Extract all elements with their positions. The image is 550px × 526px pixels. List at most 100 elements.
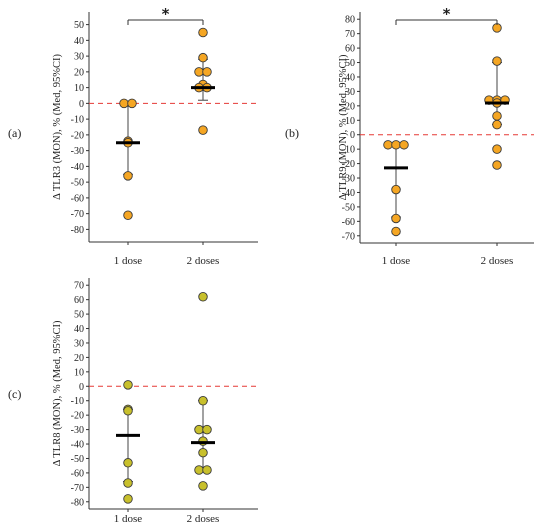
chart-panel-1: 50 40 30 20 10 0 -10 -20 -30 -40 -50 -60 -70 -80 1 dos… xyxy=(8,5,258,267)
data-point xyxy=(194,67,204,77)
y-tick-label: 40 xyxy=(74,324,84,335)
significance-star: * xyxy=(443,5,451,23)
data-point xyxy=(198,27,208,38)
data-point xyxy=(391,140,401,150)
data-point xyxy=(119,98,129,109)
significance-star: * xyxy=(162,5,170,23)
y-tick-label: 20 xyxy=(345,101,355,112)
data-point xyxy=(202,67,212,77)
y-tick-label: -30 xyxy=(71,425,84,436)
y-tick-label: 10 xyxy=(74,367,84,378)
data-point xyxy=(123,406,133,416)
data-point xyxy=(194,424,204,435)
x-tick-label: 2 doses xyxy=(187,513,220,525)
y-tick-label: -60 xyxy=(71,193,84,204)
y-tick-label: 60 xyxy=(345,44,355,55)
chart-panel-3: 70 60 50 40 30 20 10 0 -10 -20 -30 -40 -50 -60 -70 -80 1… xyxy=(8,278,258,525)
group-2 xyxy=(191,292,215,491)
data-point xyxy=(492,160,502,170)
data-point xyxy=(198,52,208,63)
y-tick-label: 40 xyxy=(345,72,355,83)
y-tick-label: 0 xyxy=(79,99,84,110)
data-point xyxy=(399,140,409,150)
x-tick-label: 2 doses xyxy=(481,255,514,267)
panel-label: (a) xyxy=(8,126,21,140)
y-tick-label: -80 xyxy=(71,225,84,236)
y-tick-label: -20 xyxy=(342,159,355,170)
y-tick-label: -20 xyxy=(71,130,84,141)
y-tick-label: 0 xyxy=(350,130,355,141)
y-tick-label: -60 xyxy=(71,468,84,479)
data-point xyxy=(127,98,137,109)
y-axis-label: Δ TLR8 (MON), % (Med, 95%CI) xyxy=(52,320,63,466)
data-point xyxy=(202,424,212,435)
y-tick-label: 30 xyxy=(74,52,84,63)
y-tick-label: -40 xyxy=(342,188,355,199)
data-point xyxy=(492,119,502,130)
data-point xyxy=(198,447,208,458)
data-point xyxy=(492,144,502,154)
panel-label: (c) xyxy=(8,387,21,401)
data-point xyxy=(198,481,208,491)
data-point xyxy=(194,465,204,475)
data-point xyxy=(123,171,133,181)
y-tick-label: 10 xyxy=(74,83,84,94)
panel-label: (b) xyxy=(285,126,299,140)
data-point xyxy=(123,478,133,488)
data-point xyxy=(202,465,212,475)
y-tick-label: 0 xyxy=(79,382,84,393)
y-tick-label: -40 xyxy=(71,162,84,173)
y-tick-label: -50 xyxy=(71,454,84,465)
group-2 xyxy=(191,27,215,135)
y-tick-label: 20 xyxy=(74,67,84,78)
y-tick-label: -70 xyxy=(71,483,84,494)
data-point xyxy=(391,184,401,195)
y-tick-label: -80 xyxy=(71,497,84,508)
x-tick-label: 1 dose xyxy=(114,513,143,525)
data-point xyxy=(391,213,401,224)
data-point xyxy=(123,458,133,468)
y-tick-label: -30 xyxy=(71,146,84,157)
group-1 xyxy=(383,140,409,237)
y-tick-label: -40 xyxy=(71,440,84,451)
group-1 xyxy=(116,98,140,220)
y-tick-label: 30 xyxy=(74,338,84,349)
y-tick-label: -10 xyxy=(342,145,355,156)
y-tick-label: 10 xyxy=(345,116,355,127)
y-tick-label: 80 xyxy=(345,15,355,26)
data-point xyxy=(391,226,401,237)
y-tick-label: -70 xyxy=(71,209,84,220)
y-tick-label: 60 xyxy=(74,295,84,306)
y-tick-label: -10 xyxy=(71,115,84,126)
y-tick-label: 50 xyxy=(74,20,84,31)
data-point xyxy=(123,380,133,390)
chart-panel-2: 80 70 60 50 40 30 20 10 0 -10 -20 -30 -40 -50 -60 -70 1 … xyxy=(285,5,534,267)
y-tick-label: -70 xyxy=(342,231,355,242)
y-axis-label: Δ TLR3 (MON), % (Med, 95%CI) xyxy=(52,54,63,200)
group-2 xyxy=(484,23,510,170)
y-tick-label: -30 xyxy=(342,174,355,185)
y-axis-label: Δ TLR9 (MON), % (Med, 95%CI) xyxy=(338,54,349,200)
y-tick-label: -10 xyxy=(71,396,84,407)
data-point xyxy=(492,56,502,66)
y-tick-label: -50 xyxy=(342,202,355,213)
x-tick-label: 2 doses xyxy=(187,255,220,267)
data-point xyxy=(198,292,208,302)
y-tick-label: -50 xyxy=(71,178,84,189)
y-tick-label: 50 xyxy=(74,310,84,321)
data-point xyxy=(383,140,393,150)
data-point xyxy=(198,395,208,406)
y-tick-label: -60 xyxy=(342,217,355,228)
significance-bracket: * xyxy=(395,5,498,25)
significance-bracket: * xyxy=(127,5,204,25)
data-point xyxy=(123,210,133,220)
y-tick-label: 70 xyxy=(74,281,84,292)
y-tick-label: 50 xyxy=(345,58,355,69)
group-1 xyxy=(116,380,140,504)
y-tick-label: -20 xyxy=(71,411,84,422)
data-point xyxy=(123,494,133,504)
x-tick-label: 1 dose xyxy=(114,255,143,267)
x-tick-label: 1 dose xyxy=(382,255,411,267)
y-tick-label: 20 xyxy=(74,353,84,364)
